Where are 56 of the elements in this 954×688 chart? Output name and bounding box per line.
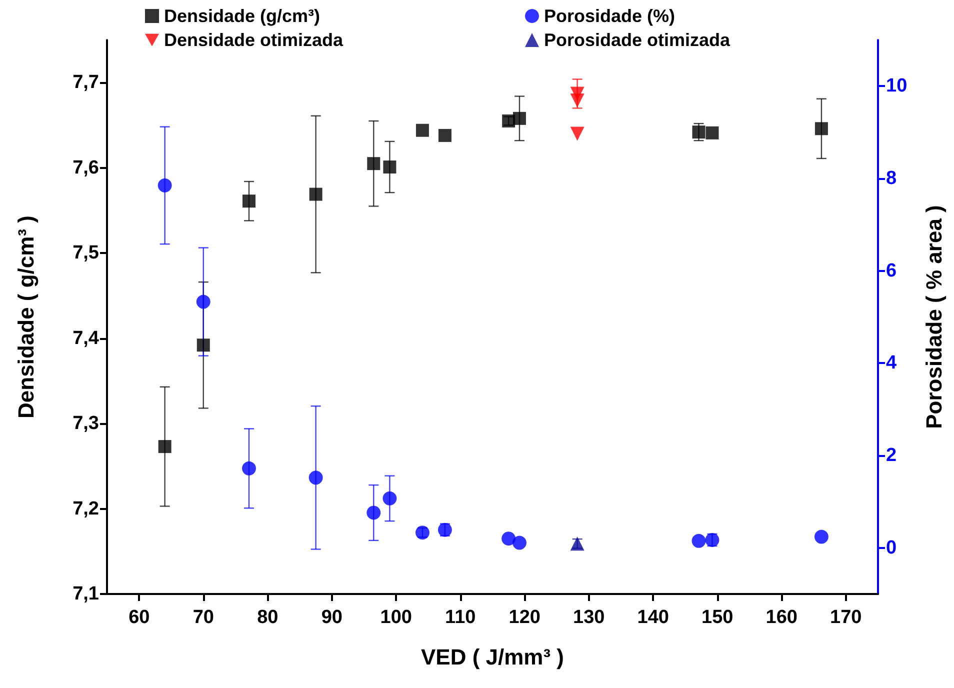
- y2-tick-label: 0: [886, 537, 897, 558]
- point: [692, 126, 706, 139]
- legend-label: Porosidade (%): [544, 6, 676, 26]
- x-axis-title: VED ( J/mm³ ): [420, 644, 564, 670]
- point: [366, 506, 381, 520]
- y-tick-label: 7,1: [72, 584, 100, 604]
- point: [383, 160, 396, 174]
- x-tick-label: 120: [508, 607, 540, 628]
- x-tick-label: 100: [380, 607, 412, 628]
- x-tick-label: 70: [192, 607, 214, 628]
- legend-label: Porosidade otimizada: [544, 30, 732, 50]
- point: [814, 122, 828, 136]
- point: [196, 294, 210, 309]
- y-tick-label: 7,7: [72, 72, 99, 94]
- point: [242, 194, 256, 208]
- point: [158, 178, 172, 192]
- point: [706, 126, 719, 140]
- y2-tick-label: 2: [886, 445, 897, 466]
- y-tick-label: 7,3: [72, 413, 99, 434]
- point: [367, 157, 380, 170]
- x-tick-label: 80: [257, 607, 278, 628]
- x-tick-label: 110: [445, 607, 476, 628]
- y2-axis-title: Porosidade ( % area ): [922, 205, 946, 429]
- point: [158, 440, 172, 454]
- point: [512, 536, 526, 550]
- y-axis-title: Densidade ( g/cm³ ): [14, 216, 38, 418]
- x-tick-label: 160: [766, 607, 798, 628]
- point: [382, 491, 397, 506]
- point: [438, 128, 452, 142]
- y2-tick-label: 8: [886, 168, 897, 189]
- y2-tick-label: 6: [886, 260, 897, 282]
- point: [196, 338, 210, 352]
- point: [309, 188, 322, 201]
- y-tick-label: 7,4: [72, 328, 100, 349]
- legend-label: Densidade otimizada: [164, 30, 344, 50]
- point: [416, 124, 429, 137]
- point: [570, 94, 584, 108]
- legend-label: Densidade (g/cm³): [164, 6, 320, 26]
- y-tick-label: 7,6: [72, 157, 99, 178]
- x-tick-label: 130: [573, 607, 605, 628]
- point: [814, 530, 828, 544]
- y-tick-label: 7,2: [72, 498, 99, 520]
- point: [308, 470, 323, 485]
- point: [570, 126, 584, 141]
- x-tick-label: 170: [830, 607, 862, 628]
- point: [692, 534, 706, 548]
- y-tick-label: 7,5: [72, 242, 100, 264]
- point: [242, 461, 256, 476]
- x-tick-label: 90: [321, 607, 342, 628]
- point: [502, 532, 516, 546]
- y2-tick-label: 4: [886, 352, 897, 374]
- x-tick-label: 60: [128, 607, 150, 628]
- x-tick-label: 150: [702, 607, 734, 628]
- x-tick-label: 140: [637, 607, 669, 628]
- point: [512, 112, 526, 125]
- y2-tick-label: 10: [886, 76, 908, 97]
